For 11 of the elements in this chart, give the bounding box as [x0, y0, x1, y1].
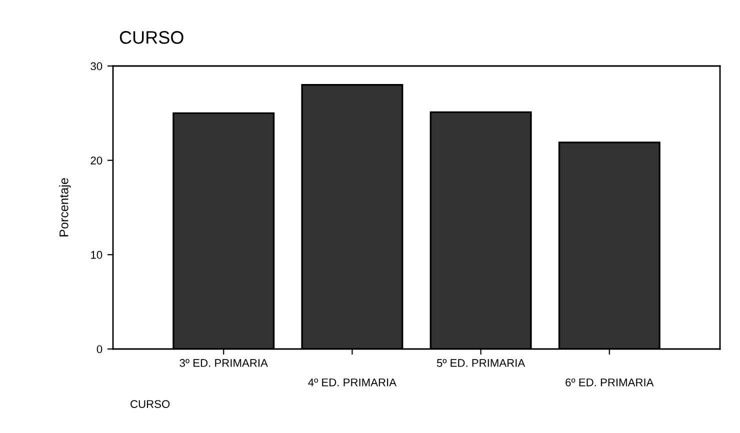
- chart-title: CURSO: [120, 31, 184, 44]
- y-axis-title: Porcentaje: [59, 178, 71, 236]
- y-tick-label: 10: [91, 250, 102, 259]
- x-tick-label: 4º ED. PRIMARIA: [308, 378, 396, 386]
- x-axis-title: CURSO: [130, 400, 170, 408]
- x-tick-label: 5º ED. PRIMARIA: [436, 359, 526, 367]
- x-tick-label: 3º ED. PRIMARIA: [180, 359, 268, 367]
- y-tick-label: 20: [90, 156, 102, 164]
- y-tick-label: 30: [90, 62, 102, 70]
- x-tick-label: 6º ED. PRIMARIA: [566, 378, 654, 386]
- y-tick-label: 0: [96, 345, 102, 354]
